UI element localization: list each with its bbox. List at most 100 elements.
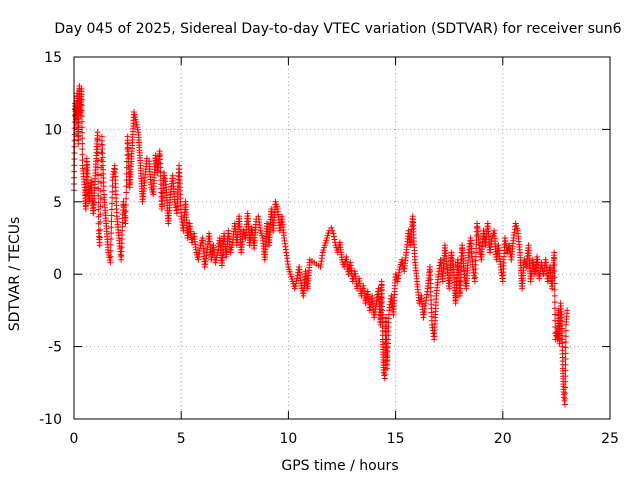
data-trace — [521, 259, 529, 268]
data-trace — [105, 252, 113, 264]
data-trace — [116, 237, 124, 261]
data-trace — [228, 241, 236, 253]
data-trace — [279, 215, 287, 239]
data-point — [122, 220, 129, 227]
data-point — [133, 119, 140, 126]
x-axis-label: GPS time / hours — [281, 458, 398, 474]
data-trace — [107, 182, 116, 260]
data-trace — [241, 230, 248, 239]
data-trace — [484, 223, 493, 253]
data-trace — [90, 172, 99, 214]
data-trace — [178, 216, 186, 231]
data-point — [107, 259, 114, 266]
data-point — [399, 256, 406, 263]
data-point — [96, 242, 103, 249]
data-trace — [103, 223, 112, 253]
data-trace — [308, 258, 322, 269]
x-tick-label: 25 — [601, 431, 619, 447]
data-trace — [150, 155, 159, 195]
data-trace — [198, 237, 205, 246]
data-trace — [165, 194, 174, 224]
data-trace — [474, 223, 482, 246]
data-trace — [96, 141, 105, 241]
data-trace — [255, 216, 264, 231]
data-point — [561, 401, 568, 408]
data-trace — [122, 139, 131, 221]
data-trace — [495, 244, 504, 268]
data-trace — [322, 237, 330, 246]
y-tick-label: 15 — [44, 50, 62, 66]
data-trace — [317, 252, 326, 268]
data-trace — [409, 216, 418, 260]
data-trace — [446, 252, 455, 290]
y-tick-label: -5 — [48, 340, 62, 356]
data-trace — [397, 259, 405, 268]
data-point — [330, 230, 337, 237]
y-tick-label: 10 — [44, 122, 62, 138]
data-trace — [425, 266, 433, 289]
data-trace — [99, 137, 107, 194]
data-trace — [384, 311, 393, 368]
data-trace — [94, 136, 102, 227]
data-trace — [129, 111, 137, 152]
data-trace — [159, 172, 167, 210]
data-trace — [459, 244, 468, 275]
data-trace — [154, 150, 163, 174]
data-trace — [182, 201, 191, 239]
grid — [74, 57, 610, 419]
data-trace — [504, 244, 512, 254]
x-tick-label: 10 — [279, 431, 297, 447]
data-point — [94, 129, 101, 136]
data-series — [71, 82, 571, 408]
y-tick-label: 0 — [53, 267, 62, 283]
data-trace — [213, 252, 221, 264]
x-tick-label: 15 — [387, 431, 405, 447]
data-trace — [324, 230, 332, 239]
data-trace — [199, 237, 208, 268]
data-trace — [172, 201, 180, 214]
y-tick-label: -10 — [39, 412, 62, 428]
y-axis-label: SDTVAR / TECUs — [7, 217, 23, 332]
data-trace — [390, 274, 399, 315]
data-trace — [378, 282, 386, 339]
data-trace — [381, 372, 388, 379]
data-point — [131, 109, 138, 116]
data-trace — [273, 201, 280, 210]
data-trace — [558, 318, 566, 368]
data-trace — [304, 259, 313, 290]
data-trace — [467, 237, 476, 268]
data-trace — [251, 218, 260, 249]
data-trace — [412, 259, 420, 282]
data-point — [551, 249, 558, 256]
y-tick-label: 5 — [53, 195, 62, 211]
data-trace — [131, 111, 139, 123]
data-trace — [111, 166, 120, 216]
data-trace — [191, 233, 199, 253]
data-trace — [292, 278, 300, 290]
data-trace — [286, 266, 293, 275]
data-trace — [433, 273, 442, 297]
data-trace — [431, 296, 440, 340]
data-point — [345, 271, 352, 278]
data-trace — [193, 251, 201, 261]
data-point — [362, 300, 369, 307]
data-trace — [427, 268, 435, 324]
x-tick-label: 0 — [70, 431, 79, 447]
data-trace — [281, 237, 289, 253]
data-trace — [551, 255, 559, 337]
data-trace — [101, 194, 109, 224]
data-trace — [288, 273, 295, 283]
data-point — [293, 275, 300, 282]
data-trace — [562, 327, 569, 402]
plot-frame — [73, 56, 611, 420]
data-trace — [513, 222, 521, 232]
data-trace — [329, 227, 336, 234]
data-trace — [258, 230, 265, 239]
data-trace — [393, 273, 401, 283]
data-trace — [465, 237, 474, 253]
data-trace — [508, 237, 517, 261]
data-trace — [283, 252, 291, 268]
data-point — [78, 85, 85, 92]
x-tick-label: 20 — [494, 431, 512, 447]
